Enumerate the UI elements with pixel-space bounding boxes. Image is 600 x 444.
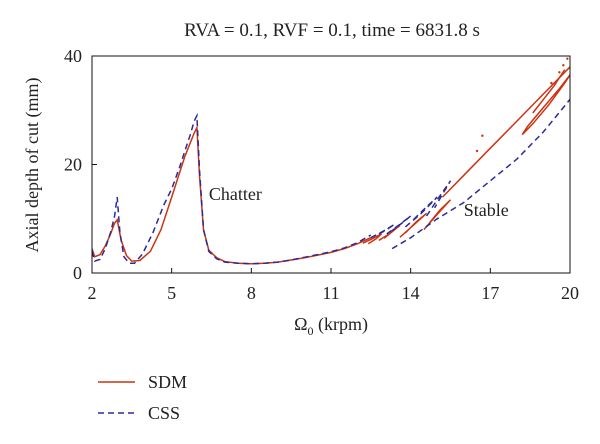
legend-label-sdm: SDM	[148, 372, 187, 392]
annotation-chatter: Chatter	[209, 184, 262, 204]
series-line-css	[386, 215, 412, 235]
series-point-sdm	[550, 81, 553, 85]
x-tick-label: 14	[402, 283, 420, 303]
y-axis-label: Axial depth of cut (mm)	[22, 78, 43, 253]
x-tick-label: 2	[88, 283, 97, 303]
x-tick-label: 5	[167, 283, 176, 303]
series-line-sdm	[441, 66, 570, 198]
x-axis-label-unit: (krpm)	[313, 314, 367, 335]
y-tick-label: 0	[73, 263, 82, 283]
series-line-sdm	[521, 74, 570, 136]
annotations: Chatter Stable	[209, 184, 509, 220]
plot-frame	[91, 55, 571, 274]
x-tick-label: 20	[561, 283, 579, 303]
x-axis-label-subscript: 0	[307, 324, 313, 338]
series-layer	[92, 57, 570, 265]
legend: SDM CSS	[98, 372, 187, 423]
annotation-stable: Stable	[464, 200, 509, 220]
x-tick-label: 11	[322, 283, 339, 303]
series-point-sdm	[481, 134, 484, 137]
series-point-sdm	[566, 57, 569, 60]
chart-title: RVA = 0.1, RVF = 0.1, time = 6831.8 s	[184, 20, 480, 41]
series-point-sdm	[562, 64, 565, 67]
series-line-css	[391, 98, 570, 250]
x-tick-label: 17	[481, 283, 499, 303]
series-line-css	[370, 223, 396, 239]
series-line-css	[404, 196, 438, 228]
legend-label-css: CSS	[148, 403, 180, 423]
legend-item-css: CSS	[98, 403, 180, 423]
legend-item-sdm: SDM	[98, 372, 187, 392]
x-axis-ticks: 2 5 8 11 14 17 20	[88, 268, 579, 303]
series-line-sdm	[423, 199, 452, 231]
series-line-sdm	[532, 69, 566, 114]
x-tick-label: 8	[247, 283, 256, 303]
x-axis-label-main: Ω	[294, 314, 307, 334]
series-point-sdm	[558, 71, 561, 74]
series-line-sdm	[399, 212, 428, 238]
plot-area	[91, 55, 571, 274]
y-axis-ticks: 0 20 40	[64, 46, 97, 283]
series-line-css	[92, 112, 372, 265]
x-axis-label: Ω0 (krpm)	[294, 314, 368, 338]
y-tick-label: 20	[64, 155, 82, 175]
y-tick-label: 40	[64, 46, 82, 66]
series-line-sdm	[362, 233, 383, 245]
series-line-css	[425, 180, 452, 217]
series-point-sdm	[475, 149, 479, 153]
